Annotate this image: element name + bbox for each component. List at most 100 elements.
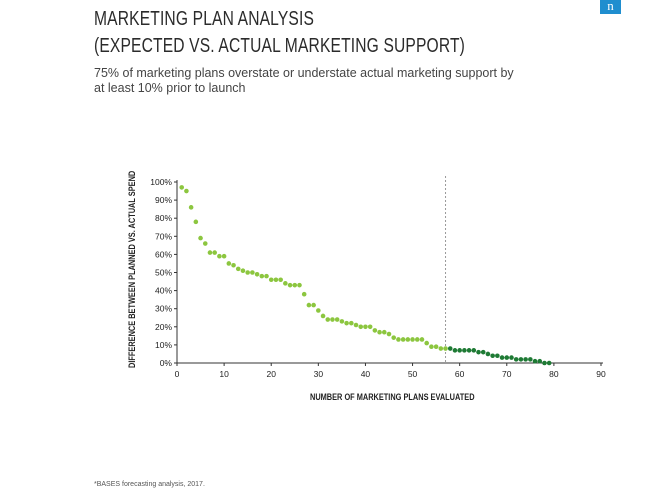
- data-point: [363, 324, 368, 330]
- data-point: [301, 291, 307, 297]
- y-tick-label: 100%: [150, 177, 172, 187]
- x-tick-label: 20: [266, 369, 276, 379]
- data-point: [193, 219, 199, 225]
- data-point: [537, 358, 543, 364]
- data-point: [476, 349, 481, 355]
- data-point: [424, 340, 429, 346]
- data-point: [471, 348, 477, 353]
- data-point: [381, 329, 387, 335]
- data-point: [353, 322, 359, 328]
- data-point: [462, 348, 467, 353]
- data-point: [292, 282, 298, 288]
- data-point: [466, 348, 472, 353]
- x-tick-label: 50: [408, 369, 418, 379]
- data-point: [231, 262, 236, 268]
- x-axis-ticks: 0 10 20 30 40 50 60 70 80 90: [175, 363, 606, 379]
- data-point: [202, 241, 208, 246]
- data-point: [532, 358, 538, 364]
- data-point: [198, 235, 203, 241]
- x-tick-label: 40: [361, 369, 371, 379]
- data-point: [273, 277, 279, 283]
- data-point: [485, 351, 491, 357]
- data-point: [372, 328, 378, 333]
- data-point: [457, 348, 462, 353]
- data-point: [546, 360, 552, 366]
- title-line-1: MARKETING PLAN ANALYSIS: [94, 8, 315, 30]
- data-point: [528, 357, 533, 362]
- data-point: [287, 282, 293, 288]
- x-tick-label: 70: [502, 369, 512, 379]
- data-point: [240, 268, 246, 273]
- data-point: [320, 313, 326, 319]
- data-point: [325, 317, 331, 322]
- data-point: [207, 250, 213, 255]
- x-tick-label: 60: [455, 369, 465, 379]
- x-tick-label: 30: [314, 369, 324, 379]
- data-point: [344, 320, 349, 326]
- data-point: [490, 353, 495, 359]
- title-line-2: (EXPECTED VS. ACTUAL MARKETING SUPPORT): [94, 35, 466, 57]
- data-point: [212, 250, 217, 255]
- data-point: [311, 302, 316, 308]
- data-point: [386, 331, 392, 337]
- data-point: [480, 349, 486, 355]
- y-tick-label: 30%: [155, 304, 172, 314]
- data-point: [419, 337, 425, 342]
- data-point: [221, 253, 227, 259]
- data-point: [433, 344, 439, 350]
- data-point: [254, 272, 260, 277]
- data-points: [179, 185, 552, 366]
- data-point: [391, 335, 397, 340]
- data-point: [179, 185, 185, 190]
- y-tick-label: 70%: [155, 231, 172, 241]
- data-point: [245, 270, 250, 275]
- y-tick-label: 10%: [155, 340, 172, 350]
- y-tick-label: 80%: [155, 213, 172, 223]
- y-tick-label: 50%: [155, 268, 172, 278]
- y-tick-label: 0%: [160, 358, 173, 368]
- data-point: [268, 277, 274, 283]
- data-point: [513, 357, 519, 362]
- data-point: [316, 308, 321, 313]
- x-tick-label: 90: [596, 369, 606, 379]
- data-point: [367, 324, 373, 330]
- data-point: [377, 329, 382, 335]
- y-axis-ticks: 0% 10% 20% 30% 40% 50% 60% 70% 80% 90% 100%: [150, 177, 177, 368]
- data-point: [297, 282, 302, 288]
- y-tick-label: 90%: [155, 195, 172, 205]
- data-point: [523, 357, 528, 362]
- footnote: *BASES forecasting analysis, 2017.: [94, 481, 205, 488]
- data-point: [188, 205, 194, 210]
- x-axis-title: NUMBER OF MARKETING PLANS EVALUATED: [310, 392, 475, 402]
- data-point: [330, 317, 335, 322]
- data-point: [405, 337, 411, 342]
- data-point: [259, 273, 265, 279]
- data-point: [495, 353, 500, 359]
- chart-subtitle: 75% of marketing plans overstate or unde…: [94, 66, 514, 95]
- x-tick-label: 0: [175, 369, 180, 379]
- y-tick-label: 60%: [155, 249, 172, 259]
- y-tick-label: 20%: [155, 322, 172, 332]
- y-axis-title: DIFFERENCE BETWEEN PLANNED VS. ACTUAL SP…: [127, 170, 137, 368]
- data-point: [334, 317, 340, 322]
- chart-title: MARKETING PLAN ANALYSIS (EXPECTED VS. AC…: [94, 6, 465, 60]
- data-point: [447, 346, 453, 351]
- data-point: [414, 337, 420, 342]
- data-point: [504, 355, 510, 360]
- data-point: [509, 355, 514, 360]
- data-point: [278, 277, 283, 283]
- x-tick-label: 80: [549, 369, 559, 379]
- data-point: [358, 324, 364, 330]
- data-point: [396, 337, 401, 342]
- data-point: [542, 360, 547, 366]
- data-point: [400, 337, 406, 342]
- data-point: [226, 261, 232, 266]
- data-point: [306, 302, 312, 308]
- data-point: [339, 319, 345, 324]
- data-point: [438, 346, 444, 351]
- data-point: [452, 348, 458, 353]
- data-point: [410, 337, 415, 342]
- data-point: [499, 355, 505, 360]
- data-point: [217, 253, 222, 259]
